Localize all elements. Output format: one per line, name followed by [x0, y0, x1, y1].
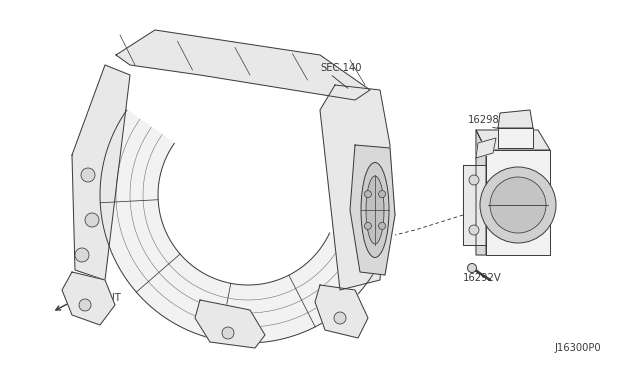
Circle shape — [480, 167, 556, 243]
Polygon shape — [72, 65, 130, 280]
Polygon shape — [100, 110, 382, 343]
Circle shape — [490, 177, 546, 233]
Polygon shape — [195, 300, 265, 348]
Text: 16298M: 16298M — [468, 115, 508, 125]
Circle shape — [379, 222, 385, 230]
Circle shape — [364, 190, 371, 198]
Polygon shape — [62, 272, 115, 325]
Polygon shape — [350, 145, 395, 275]
Circle shape — [469, 175, 479, 185]
Circle shape — [85, 213, 99, 227]
Polygon shape — [315, 285, 368, 338]
Polygon shape — [486, 150, 550, 255]
Circle shape — [79, 299, 91, 311]
Circle shape — [379, 190, 385, 198]
Circle shape — [364, 222, 371, 230]
Polygon shape — [498, 128, 533, 148]
Polygon shape — [498, 110, 533, 128]
Polygon shape — [476, 138, 496, 158]
Polygon shape — [476, 130, 550, 150]
Circle shape — [75, 248, 89, 262]
Ellipse shape — [366, 176, 384, 244]
Circle shape — [81, 168, 95, 182]
Circle shape — [334, 312, 346, 324]
Circle shape — [469, 225, 479, 235]
Circle shape — [222, 327, 234, 339]
Polygon shape — [463, 165, 486, 245]
Text: 16292V: 16292V — [463, 273, 502, 283]
Polygon shape — [320, 85, 390, 290]
Text: J16300P0: J16300P0 — [555, 343, 602, 353]
Circle shape — [467, 263, 477, 273]
Text: SEC.140: SEC.140 — [320, 63, 362, 73]
Ellipse shape — [361, 163, 389, 257]
Polygon shape — [476, 130, 486, 255]
Polygon shape — [116, 30, 370, 100]
Text: FRONT: FRONT — [87, 293, 121, 303]
